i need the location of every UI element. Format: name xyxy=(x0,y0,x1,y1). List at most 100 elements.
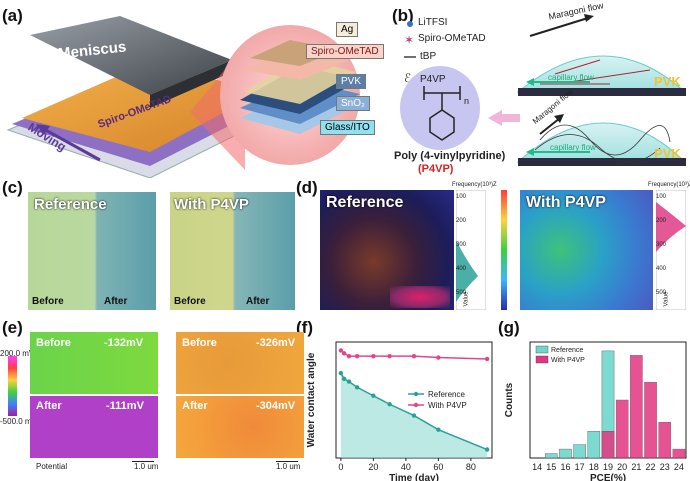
pyridine-ring xyxy=(429,109,455,141)
legend-marker-0 xyxy=(413,391,419,397)
point-1-6 xyxy=(411,353,417,359)
point-1-0 xyxy=(338,348,344,353)
maragoni-arrow-top xyxy=(529,17,589,37)
e-left-before: Before xyxy=(36,337,71,349)
bar-0-2 xyxy=(559,448,572,459)
point-1-2 xyxy=(346,353,352,359)
d-ref-tick-200: 200 xyxy=(456,218,467,224)
x-tick-label-0: 0 xyxy=(338,462,343,472)
scale-min: -500.0 mV xyxy=(0,417,37,426)
x-tick-label-8: 22 xyxy=(646,462,656,472)
legend-swatch-1 xyxy=(535,355,549,364)
p4vp-marker: ℰ xyxy=(404,71,411,85)
panel-label-e: (e) xyxy=(2,318,23,337)
c-reference-title: Reference xyxy=(34,196,107,213)
y-axis-label: Water contact angle xyxy=(306,352,317,447)
x-tick-label-4: 18 xyxy=(589,462,599,472)
x-tick-label-4: 80 xyxy=(466,462,476,472)
x-tick-label-5: 19 xyxy=(603,462,613,472)
point-0-6 xyxy=(411,413,417,418)
c-ref-before: Before xyxy=(32,296,64,307)
e-right-after: After xyxy=(182,400,208,412)
x-tick-label-10: 24 xyxy=(674,462,684,472)
transform-arrow xyxy=(488,110,520,126)
legend-text-0: Reference xyxy=(428,390,465,399)
x-tick-label-6: 20 xyxy=(617,462,627,472)
point-1-8 xyxy=(484,356,490,362)
bar-0-1 xyxy=(544,453,558,459)
pvk-top-label: PVK xyxy=(654,74,681,89)
x-tick-label-7: 21 xyxy=(631,462,641,472)
panel-label-g: (g) xyxy=(498,318,520,337)
point-1-7 xyxy=(436,355,441,360)
panel-label-d: (d) xyxy=(296,178,318,197)
spiro-marker: ✶ xyxy=(404,33,414,47)
bar-1-7 xyxy=(630,355,643,459)
point-1-3 xyxy=(354,353,360,359)
bar-1-8 xyxy=(644,381,657,459)
legend-spiro: Spiro-OMeTAD xyxy=(418,33,486,44)
x-tick-label-1: 15 xyxy=(546,462,556,472)
marangoni-schematic: ✶ ℰ xyxy=(400,14,687,166)
micrograph-reference xyxy=(28,192,156,310)
pvk-bottom-label: PVK xyxy=(654,146,681,161)
x-axis-label: PCE(%) xyxy=(590,473,626,481)
map-p4vp xyxy=(520,190,653,310)
x-tick-label-1: 20 xyxy=(368,462,378,472)
d-p4vp-title: With P4VP xyxy=(526,194,606,211)
e-potential-label: Potential xyxy=(36,462,68,471)
y-axis-label: Counts xyxy=(504,382,515,417)
d-reference-title: Reference xyxy=(326,194,404,211)
d-ref-freq: Frequency(10³)Z xyxy=(452,182,497,188)
x-tick-label-3: 17 xyxy=(575,462,585,472)
micrograph-p4vp xyxy=(170,192,295,310)
meniscus-blade xyxy=(30,16,232,95)
layer-label-spiro: Spiro-OMeTAD xyxy=(306,44,384,59)
point-0-0 xyxy=(338,370,344,376)
panel-label-b: (b) xyxy=(392,6,414,25)
e-scalebar-line-2 xyxy=(276,461,298,462)
polymer-name: Poly (4-vinylpyridine) xyxy=(394,150,506,162)
point-1-1 xyxy=(341,351,347,356)
e-left-after: After xyxy=(36,400,62,412)
bar-0-4 xyxy=(587,431,601,459)
layer-label-glass: Glass/ITO xyxy=(320,120,375,135)
d-ref-tick-400: 400 xyxy=(456,266,467,272)
x-tick-label-9: 23 xyxy=(660,462,670,472)
legend-text-1: With P4VP xyxy=(551,357,585,364)
legend-text-1: With P4VP xyxy=(428,401,467,410)
e-scalebar-label-2: 1.0 um xyxy=(276,462,301,471)
d-ref-tick-100: 100 xyxy=(456,194,467,200)
x-tick-label-0: 14 xyxy=(532,462,542,472)
d-p4vp-tick-500: 500 xyxy=(656,290,667,296)
kpfm-ref-after xyxy=(30,396,158,458)
legend-text-0: Reference xyxy=(551,347,583,354)
point-0-4 xyxy=(371,393,376,398)
panel-label-a: (a) xyxy=(2,6,23,25)
x-tick-label-2: 16 xyxy=(560,462,570,472)
litfsi-marker xyxy=(407,21,413,27)
layer-label-pvk: PVK xyxy=(336,74,367,89)
bar-1-6 xyxy=(615,399,629,459)
kpfm-ref-before xyxy=(30,332,158,394)
d-p4vp-freq: Frequency(10³)Z xyxy=(648,182,690,188)
droplet-top xyxy=(516,55,687,93)
bar-1-10 xyxy=(672,448,686,459)
x-tick-label-3: 60 xyxy=(433,462,443,472)
e-left-before-val: -132mV xyxy=(104,337,144,349)
d-p4vp-tick-100: 100 xyxy=(656,194,667,200)
point-0-8 xyxy=(484,447,490,452)
point-0-1 xyxy=(341,376,347,381)
legend-marker-1 xyxy=(413,402,419,408)
histogram-reference xyxy=(456,190,486,310)
panel-label-c: (c) xyxy=(2,178,23,197)
kpfm-p4vp-after xyxy=(176,396,304,458)
d-p4vp-tick-300: 300 xyxy=(656,242,667,248)
legend-tbp: tBP xyxy=(420,51,437,62)
e-right-after-val: -304mV xyxy=(256,400,296,412)
x-tick-label-2: 40 xyxy=(401,462,411,472)
x-axis-label: Time (day) xyxy=(389,473,439,481)
color-scale-d xyxy=(501,190,507,310)
bar-1-5 xyxy=(601,431,615,459)
e-scalebar-label: 1.0 um xyxy=(134,462,159,471)
